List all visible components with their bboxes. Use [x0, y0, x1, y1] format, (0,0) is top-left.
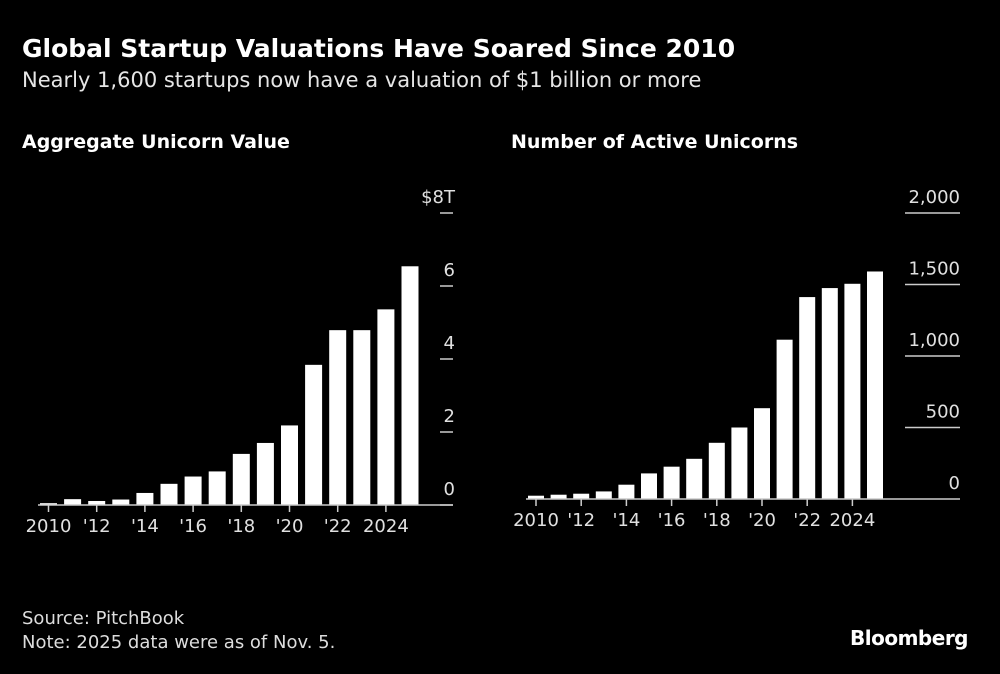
bar-2024 [377, 309, 395, 505]
y-tick-label: 1,500 [908, 259, 960, 280]
bar-2020 [281, 425, 298, 505]
bar-2010 [528, 495, 544, 499]
bar-2011 [64, 499, 82, 505]
bar-2010 [40, 503, 57, 505]
bar-2025 [867, 271, 883, 499]
bar-2011 [550, 494, 567, 499]
y-tick-label: 2 [444, 406, 455, 427]
x-tick-label: '20 [748, 510, 776, 531]
y-tick-label: 0 [949, 473, 960, 494]
figure-title: Global Startup Valuations Have Soared Si… [22, 34, 736, 63]
x-tick-label: '12 [567, 510, 595, 531]
bar-2013 [595, 491, 612, 499]
bar-2020 [754, 408, 770, 499]
bar-2025 [401, 266, 419, 505]
bar-2021 [305, 364, 323, 505]
bar-2014 [618, 484, 635, 499]
bar-2022 [799, 297, 816, 499]
x-tick-label: '22 [324, 516, 352, 537]
x-tick-label: '16 [179, 516, 207, 537]
data-note: Note: 2025 data were as of Nov. 5. [22, 632, 336, 653]
left-chart-title: Aggregate Unicorn Value [22, 131, 290, 153]
bar-2015 [160, 483, 178, 505]
y-tick-label: 1,000 [908, 330, 960, 351]
x-tick-label: '18 [227, 516, 255, 537]
source-note: Source: PitchBook [22, 608, 185, 629]
bar-2012 [88, 500, 106, 505]
x-tick-label: '18 [703, 510, 731, 531]
bar-2018 [708, 442, 725, 499]
bar-2023 [353, 330, 371, 505]
bar-2018 [232, 453, 250, 505]
bar-2012 [573, 493, 590, 499]
y-tick-label: $8T [421, 187, 456, 208]
x-tick-label: '12 [83, 516, 111, 537]
bar-2021 [776, 339, 793, 499]
x-tick-label: '14 [131, 516, 159, 537]
x-tick-label: '16 [658, 510, 686, 531]
bar-2013 [112, 499, 130, 505]
y-tick-label: 4 [444, 333, 455, 354]
bar-2016 [663, 466, 680, 499]
x-tick-label: '14 [612, 510, 640, 531]
x-tick-label: '22 [793, 510, 821, 531]
bar-2014 [136, 492, 154, 505]
right-chart-title: Number of Active Unicorns [511, 131, 799, 153]
bar-2017 [686, 458, 703, 499]
figure-subtitle: Nearly 1,600 startups now have a valuati… [22, 68, 702, 92]
bar-2023 [821, 288, 838, 499]
x-tick-label: 2010 [26, 516, 72, 537]
y-tick-label: 500 [926, 402, 960, 423]
bar-2022 [329, 330, 347, 505]
bar-2019 [731, 427, 748, 499]
y-tick-label: 6 [444, 260, 455, 281]
bar-2019 [256, 442, 274, 505]
x-tick-label: 2010 [513, 510, 559, 531]
x-tick-label: 2024 [829, 510, 875, 531]
bar-2015 [641, 473, 657, 499]
y-tick-label: 0 [444, 479, 455, 500]
bloomberg-logo: Bloomberg [850, 626, 968, 650]
bar-2016 [184, 476, 202, 505]
bar-2017 [208, 471, 226, 505]
y-tick-label: 2,000 [908, 187, 960, 208]
x-tick-label: '20 [276, 516, 304, 537]
bar-2024 [844, 283, 861, 499]
x-tick-label: 2024 [363, 516, 409, 537]
